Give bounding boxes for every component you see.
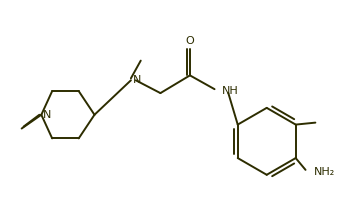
Text: NH: NH	[221, 86, 238, 96]
Text: O: O	[186, 36, 194, 46]
Text: NH₂: NH₂	[313, 167, 335, 177]
Text: N: N	[133, 75, 141, 85]
Text: N: N	[43, 110, 52, 120]
